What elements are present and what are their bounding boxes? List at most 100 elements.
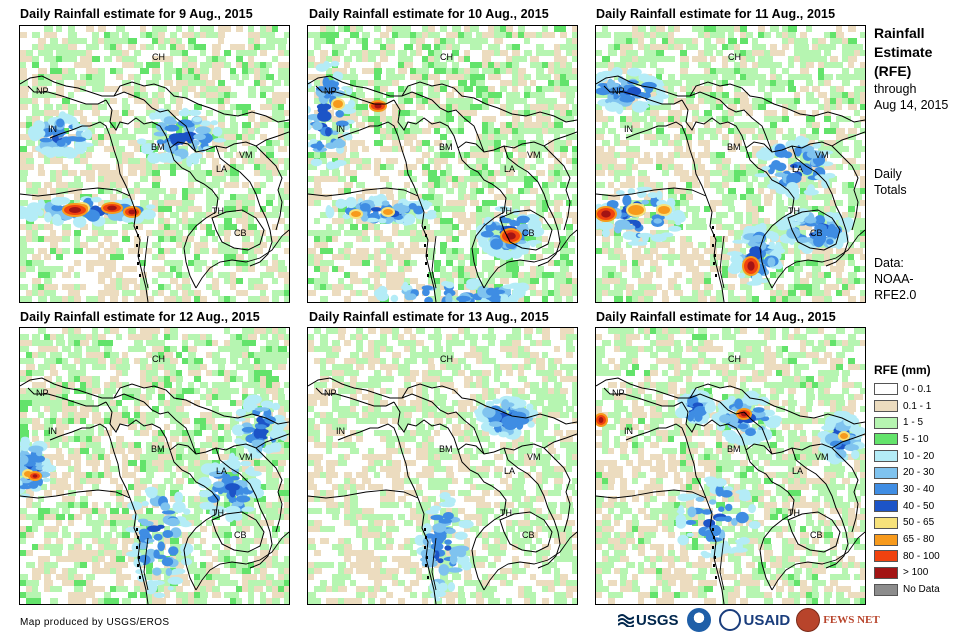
legend-row: 0 - 0.1: [874, 381, 940, 398]
sidebar-through-line2: Aug 14, 2015: [874, 98, 949, 112]
rainfall-map-aug9: CH NP IN BM LA VM TH CB: [19, 25, 290, 303]
legend-row: 20 - 30: [874, 464, 940, 481]
sidebar-totals-line2: Totals: [874, 183, 907, 197]
fews-net-logo-text: FEWS NET: [823, 614, 880, 626]
country-label-la: LA: [792, 466, 804, 476]
country-label-np: NP: [324, 388, 337, 398]
country-label-cb: CB: [234, 530, 247, 540]
legend-row: 30 - 40: [874, 481, 940, 498]
country-label-bm: BM: [727, 444, 741, 454]
legend-label: 40 - 50: [903, 500, 935, 512]
country-label-th: TH: [788, 206, 800, 216]
sidebar-data-line2: NOAA-: [874, 272, 914, 286]
country-label-bm: BM: [151, 142, 165, 152]
legend-row: 10 - 20: [874, 448, 940, 465]
country-label-th: TH: [212, 508, 224, 518]
legend-label: 30 - 40: [903, 483, 935, 495]
legend-swatch: [874, 483, 898, 496]
sidebar-title: Rainfall Estimate (RFE) through Aug 14, …: [874, 24, 948, 113]
map-credit: Map produced by USGS/EROS: [20, 617, 170, 628]
panel-title-aug14: Daily Rainfall estimate for 14 Aug., 201…: [596, 310, 836, 324]
rainfall-field: [596, 328, 865, 604]
country-label-in: IN: [624, 124, 633, 134]
country-label-bm: BM: [727, 142, 741, 152]
country-label-in: IN: [336, 426, 345, 436]
noaa-logo-icon: [686, 608, 711, 632]
panel-title-aug9: Daily Rainfall estimate for 9 Aug., 2015: [20, 7, 253, 21]
legend-label: No Data: [903, 584, 940, 596]
legend-row: 80 - 100: [874, 548, 940, 565]
country-label-np: NP: [324, 86, 337, 96]
country-label-cb: CB: [522, 228, 535, 238]
country-label-th: TH: [500, 508, 512, 518]
legend-swatch: [874, 433, 898, 446]
country-label-la: LA: [792, 164, 804, 174]
legend-row: 65 - 80: [874, 531, 940, 548]
legend-title: RFE (mm): [874, 363, 931, 377]
sidebar-totals: Daily Totals: [874, 166, 907, 198]
legend-label: 1 - 5: [903, 417, 924, 429]
usgs-logo-text: USGS: [636, 611, 679, 629]
legend-label: 80 - 100: [903, 550, 940, 562]
legend-swatch: [874, 566, 898, 579]
country-label-cb: CB: [810, 228, 823, 238]
country-label-la: LA: [216, 164, 228, 174]
rainfall-map-aug12: CH NP IN BM LA VM TH CB: [19, 327, 290, 605]
country-label-in: IN: [336, 124, 345, 134]
country-label-cb: CB: [810, 530, 823, 540]
usgs-logo: USGS: [618, 612, 679, 629]
legend-label: 65 - 80: [903, 534, 935, 546]
legend-row: No Data: [874, 581, 940, 598]
usaid-seal-icon: [718, 609, 741, 631]
sidebar-title-line1: Rainfall: [874, 25, 925, 41]
rainfall-map-aug10: CH NP IN BM LA VM TH CB: [307, 25, 578, 303]
rainfall-field: [20, 26, 289, 302]
country-label-vm: VM: [815, 452, 829, 462]
country-label-ch: CH: [728, 52, 741, 62]
panel-title-aug11: Daily Rainfall estimate for 11 Aug., 201…: [596, 7, 836, 21]
legend-swatch: [874, 383, 898, 396]
country-label-la: LA: [216, 466, 228, 476]
legend-label: > 100: [903, 567, 929, 579]
country-label-bm: BM: [151, 444, 165, 454]
legend-row: 1 - 5: [874, 414, 940, 431]
rainfall-map-aug14: CH NP IN BM LA VM TH CB: [595, 327, 866, 605]
rainfall-map-aug11: CH NP IN BM LA VM TH CB: [595, 25, 866, 303]
legend-swatch: [874, 516, 898, 529]
legend-label: 20 - 30: [903, 467, 935, 479]
country-label-cb: CB: [234, 228, 247, 238]
fews-net-logo: FEWS NET: [796, 608, 880, 632]
rfe-legend: RFE (mm) 0 - 0.1 0.1 - 1 1 - 5 5 - 10 10 - 2…: [874, 363, 940, 598]
rainfall-map-aug13: CH NP IN BM LA VM TH CB: [307, 327, 578, 605]
country-label-np: NP: [612, 86, 625, 96]
legend-label: 5 - 10: [903, 433, 929, 445]
legend-swatch: [874, 400, 898, 413]
usaid-logo: USAID: [718, 609, 790, 631]
country-label-ch: CH: [152, 52, 165, 62]
legend-row: 0.1 - 1: [874, 398, 940, 415]
usgs-wave-icon: [618, 614, 634, 627]
country-label-th: TH: [788, 508, 800, 518]
country-label-ch: CH: [440, 52, 453, 62]
panel-title-aug10: Daily Rainfall estimate for 10 Aug., 201…: [309, 7, 549, 21]
country-label-la: LA: [504, 164, 516, 174]
country-label-th: TH: [212, 206, 224, 216]
country-label-vm: VM: [239, 452, 253, 462]
sidebar-title-line3: (RFE): [874, 63, 912, 79]
legend-row: > 100: [874, 565, 940, 582]
legend-label: 0.1 - 1: [903, 400, 932, 412]
country-label-vm: VM: [527, 452, 541, 462]
legend-swatch: [874, 450, 898, 463]
legend-swatch: [874, 550, 898, 563]
country-label-ch: CH: [728, 354, 741, 364]
legend-label: 0 - 0.1: [903, 383, 932, 395]
rainfall-field: [596, 26, 865, 302]
country-label-np: NP: [36, 86, 49, 96]
country-label-in: IN: [48, 124, 57, 134]
legend-rows: 0 - 0.1 0.1 - 1 1 - 5 5 - 10 10 - 20 20 - 30 3…: [874, 381, 940, 598]
legend-label: 50 - 65: [903, 517, 935, 529]
country-label-in: IN: [624, 426, 633, 436]
sidebar-title-line2: Estimate: [874, 44, 933, 60]
country-label-la: LA: [504, 466, 516, 476]
legend-swatch: [874, 500, 898, 513]
